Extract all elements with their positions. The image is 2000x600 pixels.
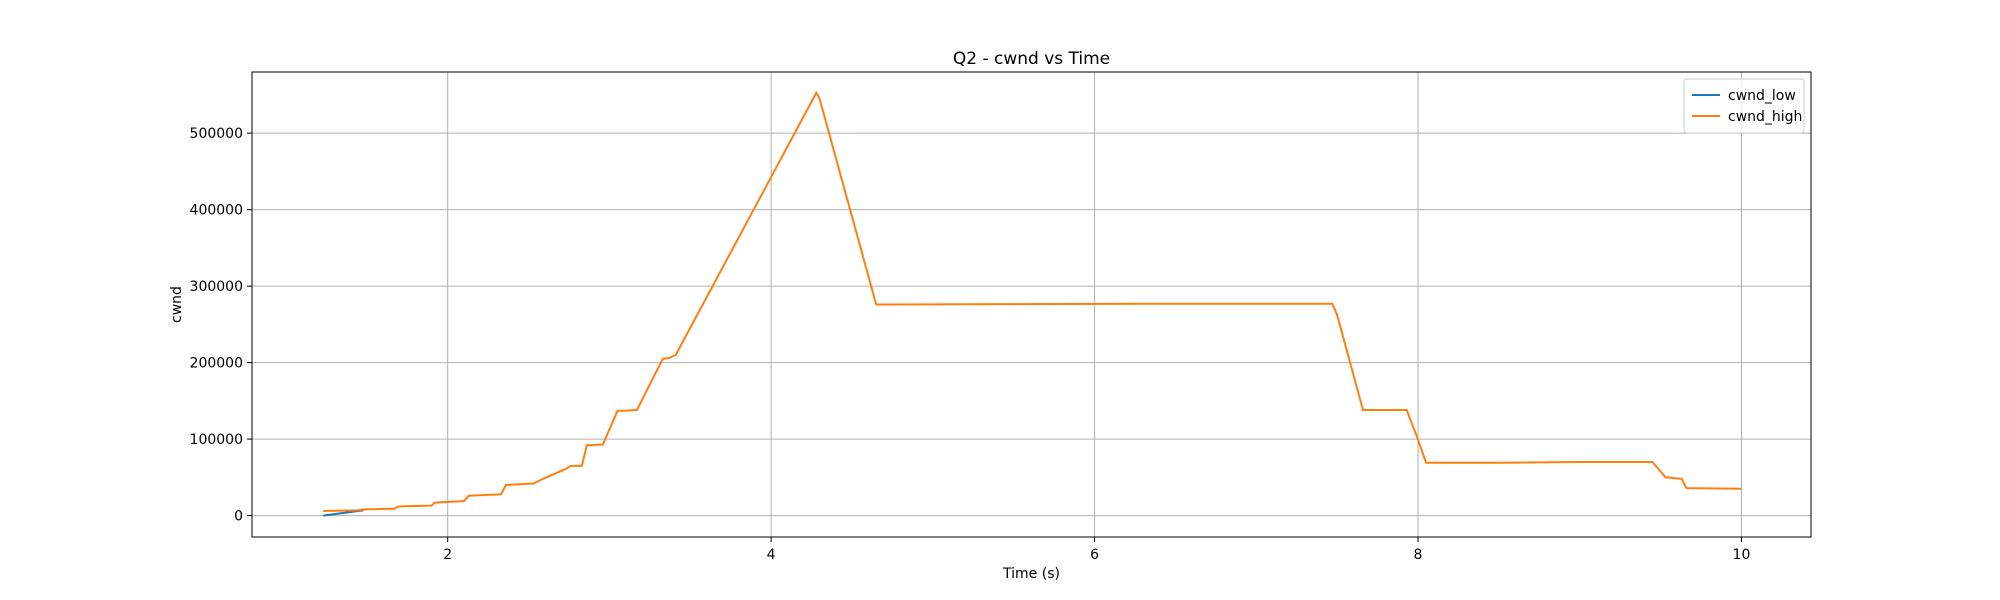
grid <box>252 72 1811 537</box>
x-tick-label: 2 <box>443 547 452 563</box>
legend: cwnd_low cwnd_high <box>1683 78 1805 134</box>
y-tick-label: 0 <box>234 509 243 525</box>
chart-title: Q2 - cwnd vs Time <box>953 49 1110 69</box>
series-line-cwnd_high <box>323 91 1742 512</box>
x-tick-label: 10 <box>1733 547 1751 563</box>
y-tick-label: 200000 <box>190 356 243 372</box>
x-tick-label: 4 <box>767 547 776 563</box>
legend-label-cwnd_high: cwnd_high <box>1728 109 1802 125</box>
ticks: 2 4 6 8 10 0 100000 200000 300000 400000 500000 <box>190 126 1751 563</box>
series-layer <box>323 91 1742 517</box>
x-tick-label: 6 <box>1090 547 1099 563</box>
legend-label-cwnd_low: cwnd_low <box>1728 88 1796 104</box>
y-tick-label: 300000 <box>190 279 243 295</box>
x-axis-label: Time (s) <box>1002 566 1060 582</box>
plot-frame <box>251 71 1812 538</box>
y-axis-label: cwnd <box>169 286 185 323</box>
y-tick-label: 500000 <box>190 126 243 142</box>
legend-box <box>1683 78 1805 134</box>
y-tick-label: 100000 <box>190 432 243 448</box>
y-tick-label: 400000 <box>190 203 243 219</box>
x-tick-label: 8 <box>1414 547 1423 563</box>
